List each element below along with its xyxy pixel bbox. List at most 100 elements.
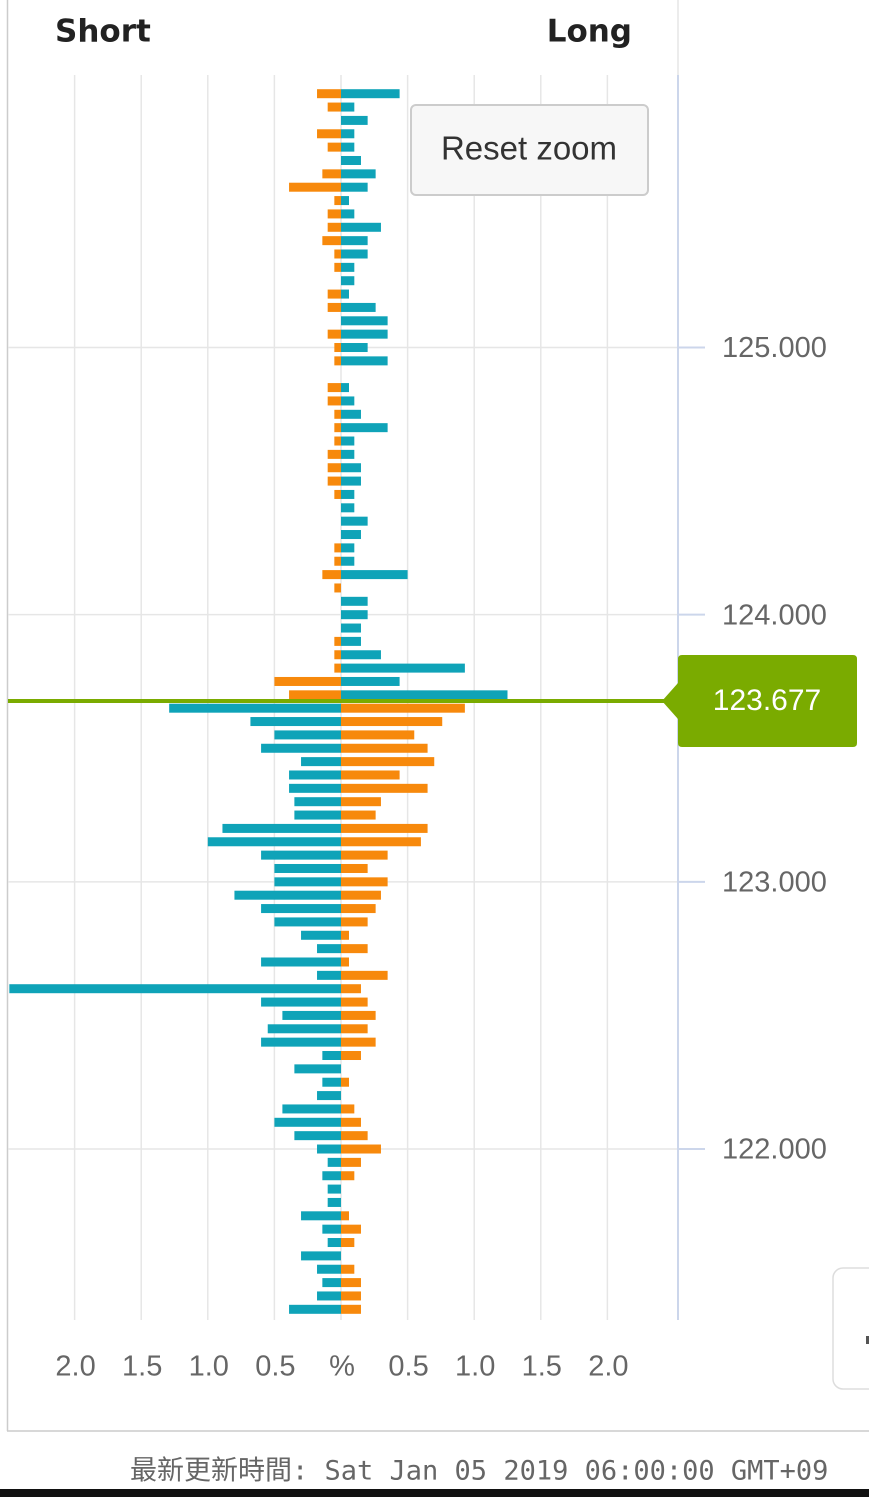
bar xyxy=(341,503,355,513)
bar xyxy=(341,530,361,540)
bar xyxy=(261,1037,341,1047)
bar xyxy=(341,236,368,246)
bar xyxy=(334,556,341,566)
bar xyxy=(317,1264,341,1274)
bar xyxy=(317,944,341,954)
bottom-bar xyxy=(0,1489,869,1497)
bar xyxy=(341,1238,355,1248)
bar xyxy=(341,1171,355,1181)
bar xyxy=(341,115,368,125)
y-tick-label: 125.000 xyxy=(722,332,827,364)
bar xyxy=(341,596,368,606)
bar xyxy=(322,1278,341,1288)
bar xyxy=(341,1211,349,1221)
bar xyxy=(322,1051,341,1061)
bar xyxy=(334,663,341,673)
bar xyxy=(341,1117,361,1127)
bar xyxy=(327,329,341,339)
bar xyxy=(341,449,355,459)
bar xyxy=(341,409,361,419)
bar xyxy=(222,823,341,833)
bar xyxy=(327,302,341,312)
bar xyxy=(341,556,355,566)
button-bg[interactable] xyxy=(410,104,649,196)
side-widget-box xyxy=(832,1267,869,1390)
bar xyxy=(327,1238,341,1248)
bar xyxy=(261,743,341,753)
bar xyxy=(341,623,361,633)
bar xyxy=(234,890,341,900)
bar xyxy=(341,543,355,553)
bar xyxy=(341,1291,361,1301)
bar xyxy=(341,423,388,433)
bar xyxy=(341,797,381,807)
bar xyxy=(322,570,341,580)
bar xyxy=(341,1037,376,1047)
bar xyxy=(341,570,408,580)
bar xyxy=(317,1091,341,1101)
bar xyxy=(341,489,355,499)
bar xyxy=(282,1010,341,1020)
bar xyxy=(341,650,381,660)
bar xyxy=(261,850,341,860)
current-price-flag xyxy=(662,654,857,747)
bar xyxy=(341,877,388,887)
side-widget xyxy=(832,1267,869,1390)
bar xyxy=(341,970,388,980)
bar xyxy=(294,1131,341,1141)
bar xyxy=(341,730,415,740)
bar xyxy=(327,476,341,486)
bar xyxy=(327,102,341,112)
bar xyxy=(327,222,341,232)
bars xyxy=(9,89,508,1314)
y-tick-label: 122.000 xyxy=(722,1134,827,1166)
bar xyxy=(334,343,341,353)
bar xyxy=(327,383,341,393)
bar xyxy=(289,182,341,192)
bar xyxy=(341,1104,355,1114)
bar xyxy=(317,129,341,139)
bar xyxy=(341,1157,361,1167)
x-tick-label: 2.0 xyxy=(55,1351,95,1383)
footer: 最新更新時間: Sat Jan 05 2019 06:00:00 GMT+09 xyxy=(130,1456,828,1487)
bar xyxy=(334,423,341,433)
bar xyxy=(334,636,341,646)
side-widget-icon xyxy=(866,1336,869,1344)
bar xyxy=(341,1024,368,1034)
y-tick-label: 123.000 xyxy=(722,867,827,899)
bar xyxy=(301,1211,341,1221)
bar xyxy=(341,944,368,954)
bar xyxy=(327,1184,341,1194)
bar xyxy=(341,984,361,994)
reset-zoom-button[interactable]: Reset zoom xyxy=(410,104,649,196)
long-header: Long xyxy=(547,14,632,50)
bar xyxy=(341,1144,381,1154)
bar xyxy=(317,970,341,980)
bar xyxy=(334,489,341,499)
bar xyxy=(341,810,376,820)
bar xyxy=(341,890,381,900)
bar xyxy=(341,182,368,192)
bar xyxy=(274,863,341,873)
x-tick-label: 1.5 xyxy=(122,1351,162,1383)
bar xyxy=(334,543,341,553)
bar xyxy=(341,837,421,847)
bar xyxy=(341,717,443,727)
bar xyxy=(341,690,508,700)
bar xyxy=(341,289,349,299)
bar xyxy=(207,837,341,847)
bar xyxy=(334,583,341,593)
bar xyxy=(341,1010,376,1020)
bar xyxy=(327,396,341,406)
bar xyxy=(301,757,341,767)
bar xyxy=(341,904,376,914)
bar xyxy=(341,356,388,366)
bar xyxy=(341,757,435,767)
bar xyxy=(341,89,400,99)
bar xyxy=(274,730,341,740)
bar xyxy=(294,797,341,807)
button-label[interactable]: Reset zoom xyxy=(441,130,617,167)
bar xyxy=(341,343,368,353)
bar xyxy=(334,436,341,446)
